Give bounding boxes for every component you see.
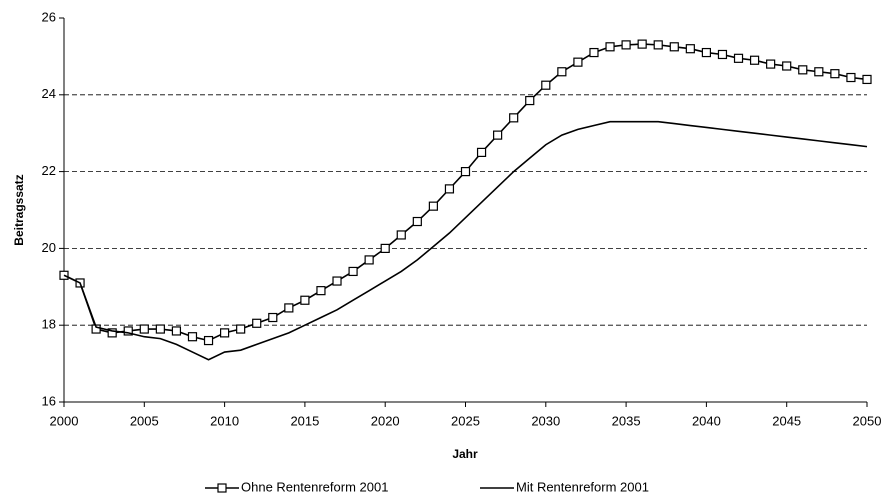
x-tick-label: 2020 — [371, 413, 400, 428]
x-tick-label: 2005 — [130, 413, 159, 428]
legend-label: Mit Rentenreform 2001 — [516, 479, 649, 494]
point-marker — [412, 216, 422, 227]
point-marker — [155, 324, 165, 334]
point-marker — [380, 243, 390, 253]
y-tick-label: 26 — [42, 9, 56, 24]
point-marker — [476, 147, 487, 157]
point-marker — [653, 40, 663, 50]
point-marker — [573, 57, 583, 67]
x-tick-label: 2045 — [772, 413, 801, 428]
point-marker — [733, 53, 744, 63]
x-tick-label: 2050 — [853, 413, 882, 428]
point-marker — [332, 276, 342, 286]
point-marker — [541, 80, 551, 90]
y-tick-label: 20 — [42, 240, 56, 255]
x-tick-label: 2000 — [50, 413, 79, 428]
point-marker — [846, 72, 856, 83]
point-marker — [396, 230, 406, 240]
x-tick-label: 2015 — [290, 413, 319, 428]
point-marker — [348, 266, 358, 277]
point-marker — [284, 303, 294, 313]
point-marker — [460, 167, 471, 177]
point-marker — [203, 335, 214, 346]
point-marker — [589, 47, 599, 58]
x-tick-label: 2040 — [692, 413, 721, 428]
legend-label: Ohne Rentenreform 2001 — [241, 479, 388, 494]
point-marker — [814, 67, 824, 77]
point-marker — [252, 318, 262, 328]
y-tick-label: 16 — [42, 393, 56, 408]
point-marker — [621, 40, 631, 50]
x-tick-label: 2035 — [612, 413, 641, 428]
point-marker — [316, 286, 326, 296]
point-marker — [509, 113, 519, 123]
point-marker — [428, 201, 438, 211]
y-tick-label: 22 — [42, 163, 56, 178]
point-marker — [236, 324, 246, 334]
x-tick-label: 2030 — [531, 413, 560, 428]
legend-marker — [217, 483, 227, 493]
point-marker — [685, 44, 695, 54]
x-axis-title: Jahr — [452, 447, 478, 461]
point-marker — [300, 295, 310, 305]
point-marker — [766, 59, 776, 69]
point-marker — [525, 95, 535, 106]
point-marker — [862, 74, 872, 85]
point-marker — [123, 326, 133, 336]
point-marker — [717, 49, 728, 60]
series-line — [63, 43, 868, 342]
point-marker — [669, 42, 679, 52]
point-marker — [220, 328, 230, 338]
series-line — [63, 120, 868, 361]
point-marker — [268, 312, 278, 323]
point-marker — [107, 328, 117, 338]
point-marker — [493, 130, 503, 140]
point-marker — [139, 324, 149, 334]
y-tick-label: 18 — [42, 317, 56, 332]
point-marker — [637, 39, 647, 49]
point-marker — [782, 61, 792, 71]
point-marker — [798, 65, 808, 75]
point-marker — [605, 42, 615, 52]
point-marker — [749, 55, 760, 65]
point-marker — [444, 184, 455, 194]
point-marker — [171, 326, 182, 336]
x-tick-label: 2010 — [210, 413, 239, 428]
point-marker — [701, 47, 712, 58]
point-marker — [557, 67, 567, 77]
x-tick-label: 2025 — [451, 413, 480, 428]
y-tick-label: 24 — [42, 86, 56, 101]
point-marker — [364, 255, 374, 265]
point-marker — [187, 332, 198, 342]
point-marker — [830, 69, 840, 79]
y-axis-title: Beitragssatz — [12, 174, 26, 245]
